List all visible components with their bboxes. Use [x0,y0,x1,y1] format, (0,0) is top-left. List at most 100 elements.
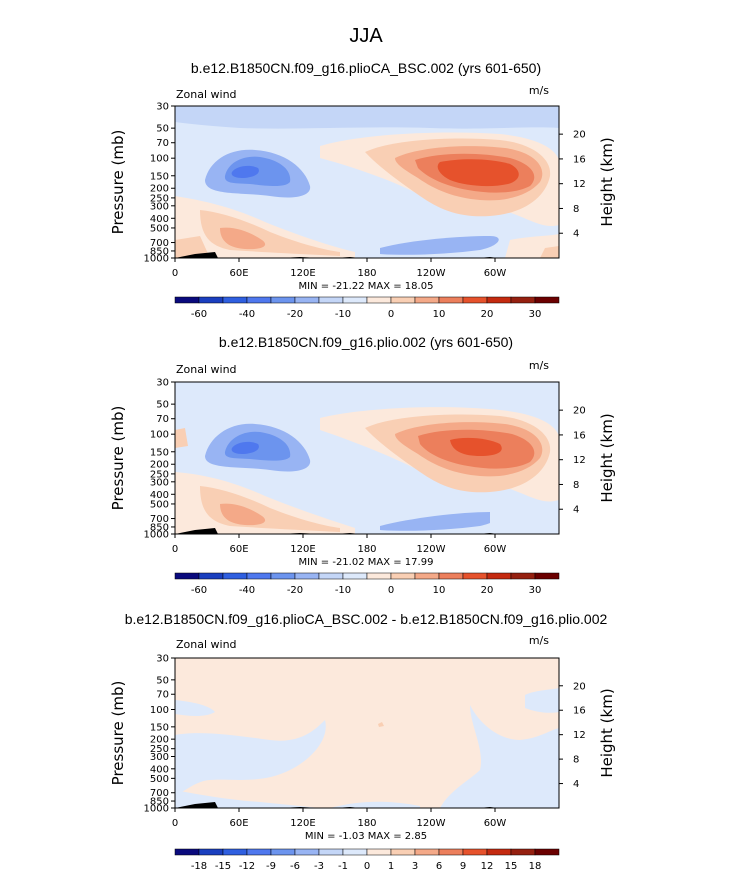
longitude-axis: 0 60E 120E 180 120W 60W [172,258,507,279]
longitude-tick-label: 60W [484,818,507,829]
min-max-text: MIN = -21.02 MAX = 17.99 [299,557,434,568]
colorbar-label: -15 [215,861,231,872]
colorbar-label: -60 [191,585,207,596]
pressure-tick-label: 200 [150,735,169,746]
colorbar-swatch [246,296,272,304]
pressure-tick-label: 50 [156,675,169,686]
colorbar-label: 15 [505,861,518,872]
longitude-tick-label: 60E [229,818,248,829]
colorbar-swatch [414,572,440,580]
height-tick-label: 20 [573,130,586,141]
pressure-tick-label: 400 [150,764,169,775]
colorbar-label: -12 [239,861,255,872]
pressure-tick-label: 250 [150,193,169,204]
colorbar-swatch [486,848,512,856]
colorbar-label: 3 [412,861,418,872]
figure-title: JJA [349,25,383,47]
colorbar-swatch [510,572,536,580]
pressure-tick-label: 150 [150,722,169,733]
longitude-tick-label: 180 [357,268,376,279]
pressure-tick-label: 100 [150,154,169,165]
colorbar-label: -10 [335,585,351,596]
pressure-tick-label: 400 [150,490,169,501]
colorbar-swatch [318,848,344,856]
pressure-tick-label: 850 [150,522,169,533]
longitude-tick-label: 120W [417,544,446,555]
pressure-tick-label: 300 [150,752,169,763]
colorbar-swatch [318,296,344,304]
min-max-text: MIN = -1.03 MAX = 2.85 [305,831,427,842]
longitude-tick-label: 60W [484,544,507,555]
units-label: m/s [529,84,549,97]
longitude-axis: 0 60E 120E 180 120W 60W [172,534,507,555]
field-label: Zonal wind [176,638,237,651]
longitude-tick-label: 60W [484,268,507,279]
colorbar-swatch [414,296,440,304]
colorbar-swatch [438,848,464,856]
pressure-tick-label: 700 [150,788,169,799]
colorbar-swatch [390,848,416,856]
longitude-tick-label: 120E [290,268,315,279]
height-tick-label: 16 [573,154,586,165]
pressure-tick-label: 1000 [144,530,169,541]
pressure-tick-label: 1000 [144,804,169,815]
pressure-tick-label: 700 [150,514,169,525]
colorbar-swatch [222,848,248,856]
colorbar-swatch [462,296,488,304]
colorbar-label: 1 [388,861,394,872]
colorbar-label: 12 [481,861,494,872]
pressure-tick-label: 30 [156,378,169,389]
colorbar-swatch [534,848,560,856]
height-tick-label: 16 [573,706,586,717]
field-label: Zonal wind [176,88,237,101]
pressure-tick-label: 850 [150,246,169,257]
longitude-tick-label: 60E [229,268,248,279]
colorbar-swatch [174,296,200,304]
colorbar-swatch [174,848,200,856]
colorbar-label: 20 [481,309,494,320]
pressure-axis-label: Pressure (mb) [109,406,127,511]
pressure-tick-label: 850 [150,797,169,808]
colorbar-swatch [246,572,272,580]
colorbar-label: -10 [335,309,351,320]
colorbar-swatch [510,848,536,856]
colorbar-label: -20 [287,585,303,596]
colorbar-swatch [198,296,224,304]
height-tick-label: 20 [573,406,586,417]
height-axis: 20 16 12 8 4 [559,130,586,240]
longitude-tick-label: 120E [290,818,315,829]
longitude-tick-label: 120W [417,268,446,279]
pressure-tick-label: 250 [150,469,169,480]
colorbar-label: 10 [433,585,446,596]
colorbar-label: 30 [529,309,542,320]
colorbar-swatch [198,572,224,580]
height-tick-label: 8 [573,204,579,215]
colorbar-swatch [510,296,536,304]
colorbar-swatch [366,296,392,304]
colorbar-label: 0 [388,309,394,320]
height-tick-label: 4 [573,229,579,240]
pressure-tick-label: 100 [150,705,169,716]
colorbar-label: -20 [287,309,303,320]
height-tick-label: 4 [573,779,579,790]
colorbar-swatch [342,572,368,580]
longitude-tick-label: 120E [290,544,315,555]
pressure-tick-label: 400 [150,214,169,225]
pressure-tick-label: 500 [150,499,169,510]
colorbar-swatch [534,572,560,580]
colorbar: -60 -40 -20 -10 0 10 20 30 [174,572,560,596]
colorbar-swatch [270,296,296,304]
height-tick-label: 12 [573,455,586,466]
contour-field [175,382,559,534]
colorbar-label: 30 [529,585,542,596]
colorbar-swatch [222,572,248,580]
colorbar-label: -40 [239,309,255,320]
height-axis-label: Height (km) [598,137,616,226]
colorbar-swatch [198,848,224,856]
pressure-axis-label: Pressure (mb) [109,130,127,235]
colorbar-swatch [486,296,512,304]
height-tick-label: 16 [573,430,586,441]
panel-title: b.e12.B1850CN.f09_g16.plioCA_BSC.002 (yr… [191,60,541,76]
pressure-tick-label: 700 [150,238,169,249]
